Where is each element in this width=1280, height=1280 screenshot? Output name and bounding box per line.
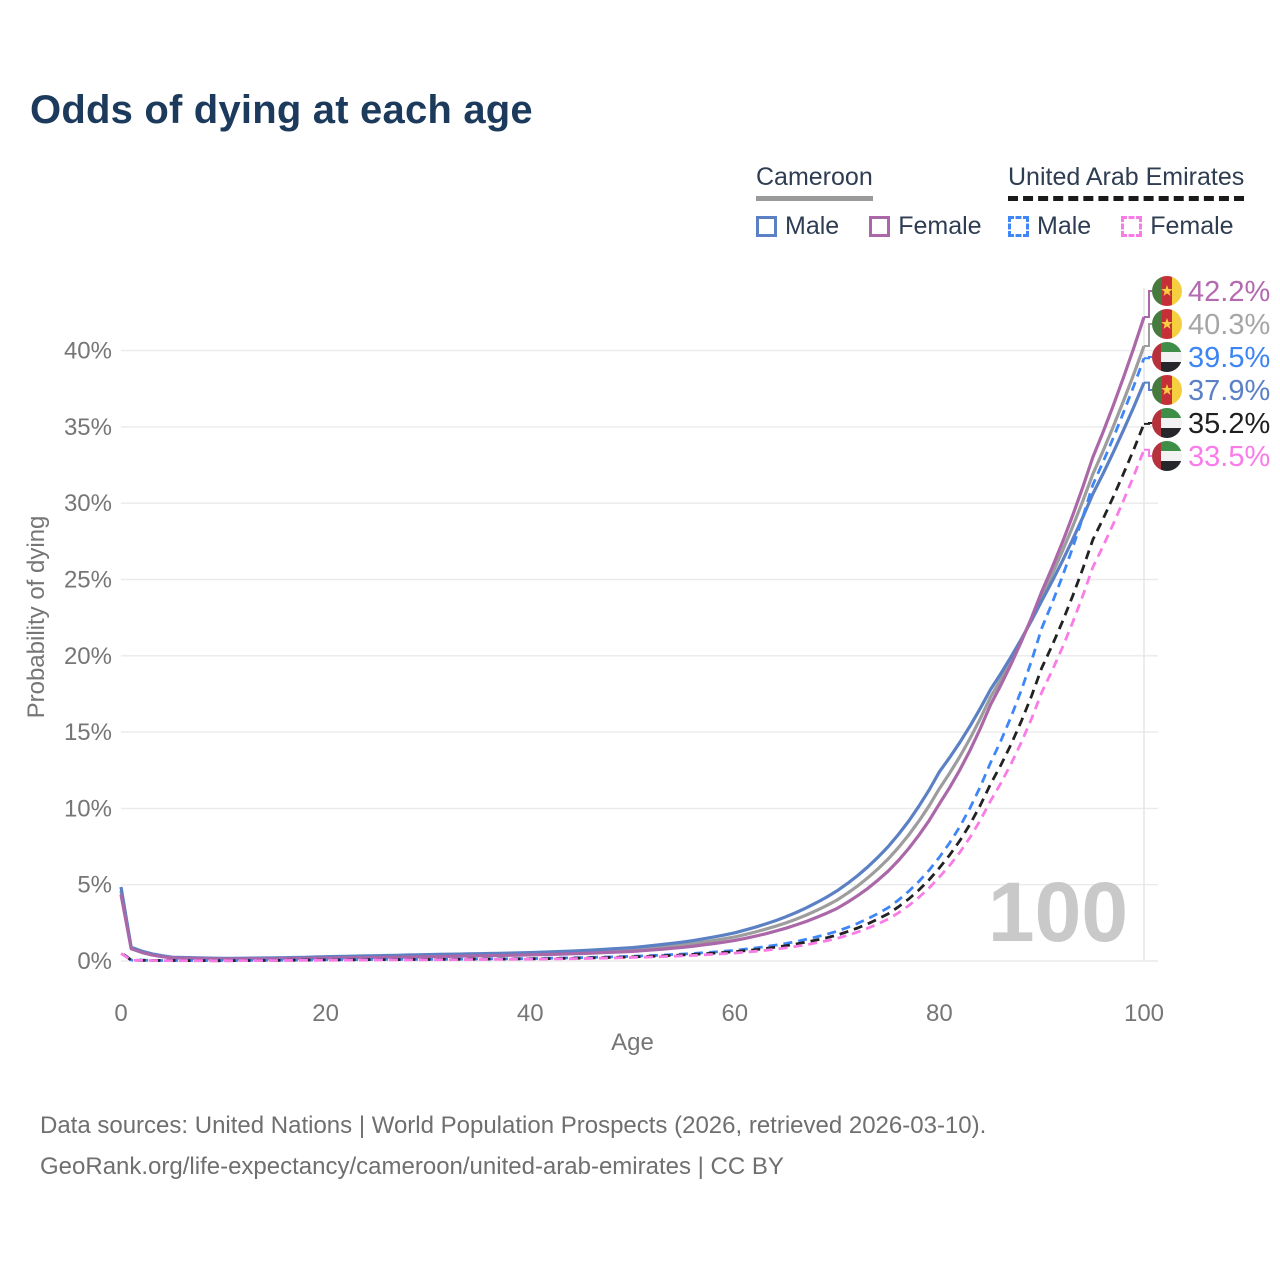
- legend-item-cameroon-female[interactable]: Female: [869, 211, 982, 241]
- legend-item-label: Male: [1037, 211, 1092, 240]
- flag-cameroon-icon: [1152, 276, 1182, 306]
- series-line-united-arab-emirates-female: [120, 449, 1146, 963]
- y-tick-label: 10%: [64, 795, 112, 822]
- legend-item-uae-female[interactable]: Female: [1121, 211, 1234, 241]
- flag-cameroon-icon: [1152, 309, 1182, 339]
- x-tick-label: 80: [926, 1000, 953, 1027]
- y-tick-label: 30%: [64, 490, 112, 517]
- cameroon-male-swatch-icon: [756, 215, 777, 237]
- attribution-line: GeoRank.org/life-expectancy/cameroon/uni…: [40, 1153, 784, 1180]
- end-label-connector: [1144, 381, 1152, 391]
- y-tick-label: 5%: [77, 872, 112, 899]
- x-tick-label: 100: [1124, 1000, 1164, 1027]
- y-tick-label: 25%: [64, 567, 112, 594]
- x-axis-title: Age: [611, 1029, 654, 1056]
- x-tick-label: 60: [721, 1000, 748, 1027]
- end-value-label: 37.9%: [1188, 375, 1270, 407]
- legend-item-label: Male: [785, 211, 840, 240]
- x-tick-label: 20: [312, 1000, 339, 1027]
- uae-female-swatch-icon: [1121, 215, 1143, 237]
- mortality-line-chart[interactable]: 0% 5% 10% 15% 20% 25% 30% 35% 40% 0 20 40 60 80 100 Age…: [0, 0, 1280, 1080]
- cameroon-female-swatch-icon: [869, 215, 891, 237]
- end-label-connector: [1144, 448, 1152, 457]
- hover-age-watermark: 100: [988, 865, 1128, 959]
- data-source-note: Data sources: United Nations | World Pop…: [40, 1105, 1240, 1187]
- flag-uae-icon: [1152, 441, 1182, 471]
- legend-country-cameroon: Cameroon: [756, 163, 873, 201]
- legend-country-uae: United Arab Emirates: [1008, 163, 1245, 201]
- flag-uae-icon: [1152, 342, 1182, 372]
- y-tick-label: 35%: [64, 414, 112, 441]
- x-tick-label: 40: [517, 1000, 544, 1027]
- legend-group-cameroon: Cameroon Male Female: [756, 163, 982, 241]
- y-tick-label: 40%: [64, 338, 112, 365]
- x-tick-label: 0: [114, 1000, 127, 1027]
- flag-uae-icon: [1152, 408, 1182, 438]
- end-value-label: 42.2%: [1188, 276, 1270, 308]
- end-value-label: 35.2%: [1188, 408, 1270, 440]
- source-line: Data sources: United Nations | World Pop…: [40, 1112, 987, 1139]
- end-value-label: 33.5%: [1188, 441, 1270, 473]
- series-line-cameroon-female: [119, 316, 1146, 961]
- page-title: Odds of dying at each age: [30, 88, 533, 132]
- end-label-connector: [1144, 323, 1152, 348]
- end-value-label: 39.5%: [1188, 342, 1270, 374]
- end-value-label: 40.3%: [1188, 309, 1270, 341]
- legend-item-label: Female: [1150, 211, 1234, 240]
- y-tick-label: 15%: [64, 719, 112, 746]
- end-label-connector: [1144, 356, 1152, 360]
- legend-item-uae-male[interactable]: Male: [1008, 212, 1091, 241]
- flag-cameroon-icon: [1152, 375, 1182, 405]
- legend-item-cameroon-male[interactable]: Male: [756, 212, 839, 241]
- end-label-connector: [1144, 290, 1152, 319]
- y-tick-label: 0%: [77, 948, 112, 975]
- y-axis-title: Probability of dying: [23, 516, 50, 719]
- uae-male-swatch-icon: [1008, 215, 1029, 237]
- end-label-connector: [1144, 422, 1152, 425]
- y-tick-label: 20%: [64, 643, 112, 670]
- legend-group-uae: United Arab Emirates Male Female: [1008, 163, 1245, 241]
- legend-item-label: Female: [898, 211, 982, 240]
